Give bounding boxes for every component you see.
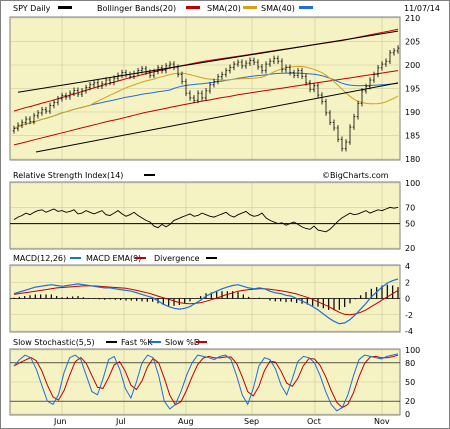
legend-swatch-sma20 [186,6,200,9]
date-label: 11/07/14 [404,4,440,13]
lower-trendline [35,82,399,153]
stoch-y-tick-label: 100 [405,346,420,355]
x-label-nov: Nov [374,417,390,426]
price-y-tick-label: 200 [405,61,420,70]
price-y-tick-label: 195 [405,85,420,94]
slowd-title: Slow %D [165,338,200,347]
main-header: SPY Daily Bollinger Bands(20) SMA(20) SM… [13,4,440,13]
price-y-tick-label: 185 [405,132,420,141]
marks-layer [10,28,400,412]
rsi-header: Relative Strength Index(14) ©BigCharts.c… [13,171,389,180]
rsi-title-swatch [144,174,155,176]
legend-swatch-bb [58,6,72,9]
stoch-y-tick-label: 50 [405,378,415,387]
y-tick-labels: 180 185 190 195 200 205 210 20 50 70 100 -4 -2 0 2 4 0 20… [405,14,420,419]
price-y-tick-label: 210 [405,14,420,23]
upper-trendline [17,30,399,93]
macd-ema-swatch [135,257,146,259]
x-label-aug: Aug [178,417,194,426]
legend-sma40-label: SMA(40) [261,4,295,13]
stoch-title-swatch [106,341,117,343]
x-label-oct: Oct [307,417,321,426]
rsi-panel [9,181,401,250]
price-y-tick-label: 205 [405,38,420,47]
macd-header: MACD(12,26) MACD EMA(9) Divergence [13,254,217,263]
macd-y-tick-label: 2 [405,278,410,287]
divergence-title: Divergence [154,254,200,263]
macd-swatch [70,257,81,259]
stoch-y-tick-label: 20 [405,397,415,406]
legend-bb-label: Bollinger Bands(20) [97,4,176,13]
rsi-y-tick-label: 50 [405,220,415,229]
symbol-label: SPY Daily [13,4,51,13]
macd-title: MACD(12,26) [13,254,66,263]
stoch-title: Slow Stochastic(5,5) [13,338,95,347]
fast-k-line [13,353,399,412]
macd-y-tick-label: 4 [405,262,410,271]
macd-y-tick-label: -2 [405,311,413,320]
sma20-line [13,65,399,129]
x-label-jul: Jul [115,417,126,426]
stoch-header: Slow Stochastic(5,5) Fast %K Slow %D [13,338,207,347]
price-y-tick-label: 180 [405,155,420,164]
legend-swatch-extra [299,6,313,9]
rsi-line [13,206,399,233]
watermark: ©BigCharts.com [322,171,389,180]
x-label-jun: Jun [53,417,67,426]
macd-ema-title: MACD EMA(9) [86,254,141,263]
stoch-y-tick-label: 80 [405,359,415,368]
macd-signal-line [13,285,399,316]
divergence-swatch [206,257,217,259]
fastk-title: Fast %K [121,338,153,347]
macd-line [13,278,399,325]
price-y-tick-label: 190 [405,108,420,117]
rsi-y-tick-label: 70 [405,203,415,212]
macd-y-tick-label: 0 [405,295,410,304]
rsi-title: Relative Strength Index(14) [13,171,123,180]
fastk-swatch [150,341,161,343]
stoch-y-tick-label: 0 [405,410,410,419]
rsi-y-tick-label: 100 [405,179,420,188]
legend-sma20-label: SMA(20) [207,4,241,13]
legend-swatch-sma40 [243,6,257,9]
x-label-sep: Sep [244,417,259,426]
macd-y-tick-label: -4 [405,327,413,336]
x-axis-labels: Jun Jul Aug Sep Oct Nov [53,417,390,426]
rsi-y-tick-label: 20 [405,244,415,253]
slowd-swatch [196,341,207,343]
